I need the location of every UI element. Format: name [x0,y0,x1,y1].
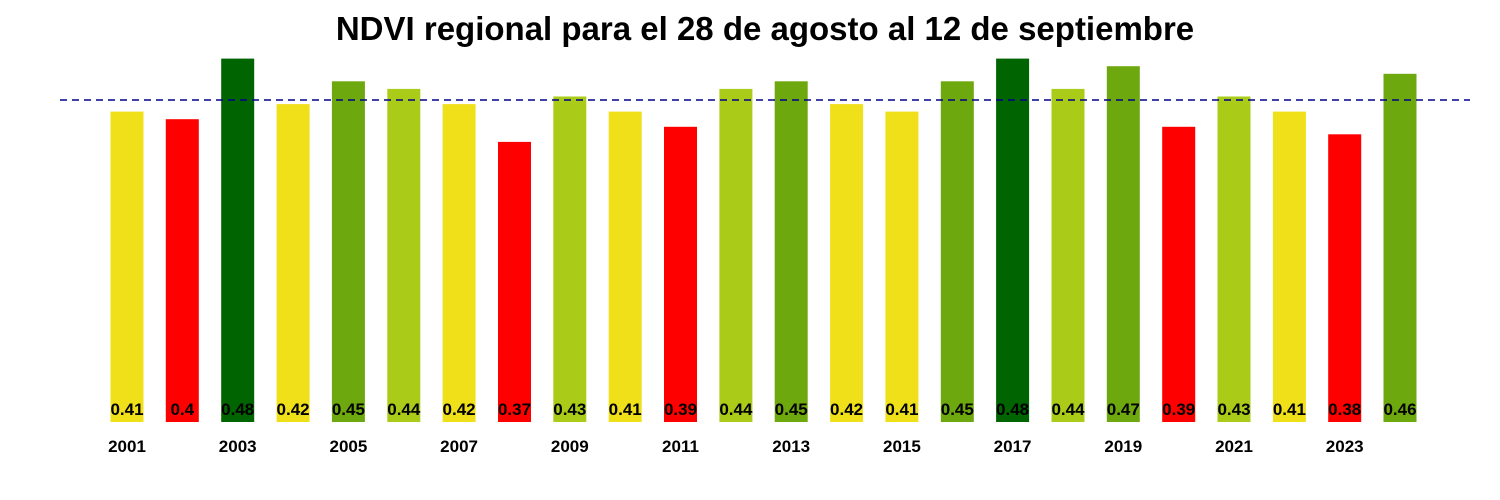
x-tick-label-2023: 2023 [1326,437,1364,456]
value-label-2003: 0.48 [221,400,254,419]
value-label-2023: 0.38 [1328,400,1361,419]
bar-2020 [1162,126,1196,423]
bar-2015 [885,111,919,422]
bar-2008 [498,141,531,422]
bar-2003 [221,58,255,422]
value-labels: 0.41 0.4 0.48 0.42 0.45 0.44 0.42 0.37 0.43 0.41 0… [110,400,1416,419]
bar-2007 [442,104,476,422]
x-tick-label-2009: 2009 [551,437,589,456]
bar-2012 [719,88,753,423]
bar-2024 [1383,73,1417,423]
value-label-2024: 0.46 [1383,400,1416,419]
value-label-2011: 0.39 [664,400,697,419]
chart-title: NDVI regional para el 28 de agosto al 12… [335,10,1195,47]
value-label-2018: 0.44 [1051,400,1085,419]
x-tick-label-2013: 2013 [772,437,810,456]
bar-2005 [331,81,365,423]
x-tick-label-2001: 2001 [108,437,146,456]
bar-2022 [1272,111,1306,422]
bar-2023 [1328,134,1362,423]
value-label-2009: 0.43 [553,400,586,419]
value-label-2020: 0.39 [1162,400,1195,419]
bar-2001 [110,111,144,422]
bar-2010 [608,111,642,422]
value-label-2001: 0.41 [110,400,143,419]
bar-2019 [1106,66,1140,422]
value-label-2006: 0.44 [387,400,421,419]
x-tick-label-2003: 2003 [219,437,257,456]
bar-2017 [996,58,1030,422]
x-axis-tick-labels: 2001 2003 2005 2007 2009 2011 2013 2015 2017 2019… [108,437,1364,456]
value-label-2017: 0.48 [996,400,1029,419]
x-tick-label-2015: 2015 [883,437,921,456]
value-label-2002: 0.4 [170,400,194,419]
bar-2002 [165,119,199,422]
x-tick-label-2019: 2019 [1104,437,1142,456]
value-label-2014: 0.42 [830,400,863,419]
value-label-2013: 0.45 [775,400,808,419]
value-label-2004: 0.42 [277,400,310,419]
x-tick-label-2005: 2005 [329,437,367,456]
x-tick-label-2021: 2021 [1215,437,1253,456]
value-label-2019: 0.47 [1107,400,1140,419]
bar-2013 [774,81,808,423]
bar-2014 [830,104,864,422]
x-tick-label-2017: 2017 [994,437,1032,456]
value-label-2022: 0.41 [1273,400,1306,419]
value-label-2016: 0.45 [941,400,974,419]
value-label-2010: 0.41 [609,400,642,419]
bar-2009 [553,96,587,422]
bar-2004 [276,104,310,422]
x-tick-label-2007: 2007 [440,437,478,456]
value-label-2005: 0.45 [332,400,365,419]
value-label-2021: 0.43 [1217,400,1250,419]
value-label-2007: 0.42 [443,400,476,419]
bar-2006 [387,88,421,423]
bar-2018 [1051,88,1085,423]
value-label-2015: 0.41 [885,400,918,419]
bars [110,58,1417,423]
value-label-2008: 0.37 [498,400,531,419]
value-label-2012: 0.44 [719,400,753,419]
bar-2011 [664,126,697,423]
bar-2021 [1217,96,1251,422]
bar-2016 [940,81,974,423]
x-tick-label-2011: 2011 [662,437,699,456]
